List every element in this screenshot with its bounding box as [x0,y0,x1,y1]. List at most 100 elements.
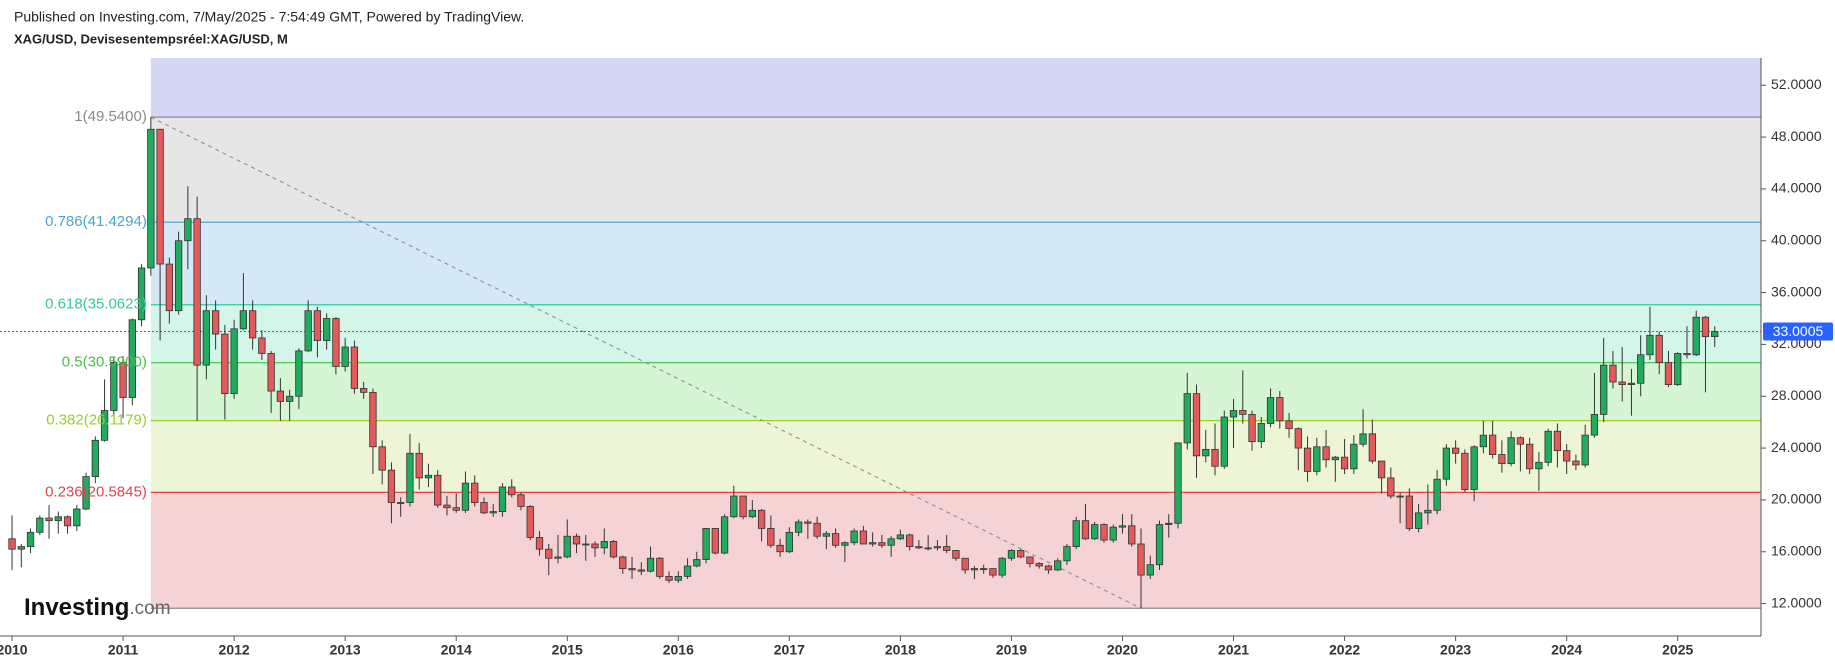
candle-body [369,391,377,448]
candle-body [794,521,803,533]
candle-body [1600,364,1608,415]
candle-body [147,128,155,269]
candle-body [1664,362,1673,385]
candle-body [508,486,516,496]
candle-body [406,452,414,503]
candle-body [1294,428,1302,449]
candle-body [415,452,423,479]
candle-body [1322,446,1330,461]
candle-body [757,509,766,529]
candle-body [1655,334,1663,363]
fib-band [150,362,1761,421]
candle-body [73,508,81,527]
candle-body [1535,461,1543,470]
candle-body [1091,524,1099,540]
candle-body [572,535,581,545]
chart-title: XAG/USD, Devisesentempsréel:XAG/USD, M [14,31,288,46]
candle-body [952,550,960,559]
candle-body [239,310,248,330]
candle-body [202,310,210,366]
candle-body [683,565,692,577]
candle-body [1313,446,1321,472]
candle-body [184,218,192,242]
candle-body [1350,443,1358,470]
candle-body [82,476,90,510]
candle-body [831,533,840,546]
candle-body [1035,563,1043,567]
candle-body [45,517,53,522]
candle-body [1424,509,1432,514]
candle-body [1683,353,1691,356]
candle-body [535,537,544,550]
candle-body [304,310,312,352]
candle-body [1609,364,1617,383]
candle-body [1377,460,1386,479]
candle-body [91,439,99,477]
candle-body [878,542,886,546]
candle-body [517,494,525,507]
candle-body [804,521,812,524]
candle-body [924,547,932,550]
candle-body [452,507,460,511]
candle-body [8,538,16,550]
y-tick-label: 12.0000 [1771,594,1822,610]
candle-body [674,575,682,581]
plot-area [0,58,1761,609]
candle-body [739,495,747,518]
candle-body [1266,397,1275,424]
candle-body [1183,393,1191,444]
candle-body [1498,454,1506,465]
candle-body [156,128,164,265]
candle-body [970,568,979,571]
candle-body [54,516,62,522]
y-tick-label: 24.0000 [1771,439,1822,455]
candle-body [1572,460,1580,466]
candle-body [1387,477,1395,497]
candle-body [1442,447,1451,480]
candle-body [1229,410,1238,418]
fib-level-label: 0.382(26.1179) [46,412,147,429]
x-tick-label: 2014 [441,642,472,658]
candle-body [165,263,173,312]
candle-body [1303,447,1312,472]
x-tick-label: 2023 [1440,642,1471,658]
candle-body [397,502,405,504]
fib-band [150,304,1761,363]
candle-body [1461,452,1469,490]
candle-body [17,546,25,550]
y-tick-label: 16.0000 [1771,542,1822,558]
candle-body [1285,420,1293,430]
candle-body [221,333,229,395]
candle-body [998,557,1006,576]
candle-body [1257,423,1265,443]
candle-body [1590,413,1599,436]
candle-body [989,568,997,576]
candle-body [767,528,775,546]
candle-body [100,410,109,441]
candle-body [498,486,507,512]
candle-body [174,240,183,312]
candle-body [850,530,858,544]
candle-body [443,504,451,509]
candle-body [1563,450,1571,462]
y-tick-label: 48.0000 [1771,128,1822,144]
candle-body [128,319,136,398]
candle-body [859,530,868,545]
candle-body [526,506,534,538]
y-tick-label: 20.0000 [1771,491,1822,507]
x-tick-label: 2020 [1107,642,1138,658]
candle-body [1276,397,1284,422]
candle-body [600,540,608,549]
candle-body [702,528,710,560]
candle-body [841,542,849,546]
candle-body [1220,416,1228,467]
x-tick-label: 2013 [330,642,361,658]
candle-body [1544,430,1552,463]
candle-body [961,557,969,571]
fib-band [150,222,1761,305]
candle-body [591,543,599,549]
candle-body [711,528,719,554]
candle-body [665,575,673,581]
